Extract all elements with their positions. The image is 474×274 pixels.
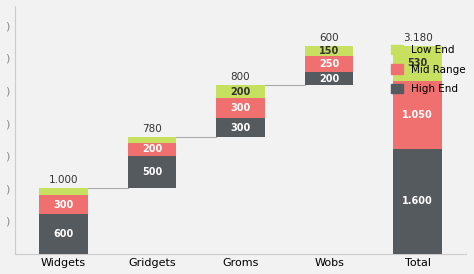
Text: 1.000: 1.000 xyxy=(49,175,78,185)
Text: 800: 800 xyxy=(231,72,250,82)
Bar xyxy=(393,149,442,253)
Text: 200: 200 xyxy=(142,144,162,154)
Bar xyxy=(39,215,88,253)
Bar xyxy=(39,195,88,215)
Bar xyxy=(393,46,442,81)
Bar xyxy=(128,137,176,143)
Text: 780: 780 xyxy=(142,124,162,134)
Bar xyxy=(128,143,176,156)
Legend: Low End, Mid Range, High End: Low End, Mid Range, High End xyxy=(386,41,470,98)
Text: 500: 500 xyxy=(142,167,162,177)
Text: 200: 200 xyxy=(319,74,339,84)
Bar xyxy=(393,81,442,149)
Bar xyxy=(216,85,265,98)
Text: 530: 530 xyxy=(408,58,428,68)
Bar xyxy=(128,156,176,188)
Bar xyxy=(216,98,265,118)
Text: 150: 150 xyxy=(319,46,339,56)
Text: 600: 600 xyxy=(319,33,339,43)
Bar xyxy=(305,56,354,72)
Text: 300: 300 xyxy=(230,103,251,113)
Bar xyxy=(39,188,88,195)
Text: 600: 600 xyxy=(54,229,73,239)
Text: 1.600: 1.600 xyxy=(402,196,433,206)
Text: 200: 200 xyxy=(230,87,251,97)
Text: 300: 300 xyxy=(230,122,251,133)
Bar xyxy=(305,46,354,56)
Text: 300: 300 xyxy=(54,200,73,210)
Text: 1.050: 1.050 xyxy=(402,110,433,120)
Text: 3.180: 3.180 xyxy=(403,33,432,43)
Bar xyxy=(216,118,265,137)
Text: 250: 250 xyxy=(319,59,339,69)
Bar xyxy=(305,72,354,85)
